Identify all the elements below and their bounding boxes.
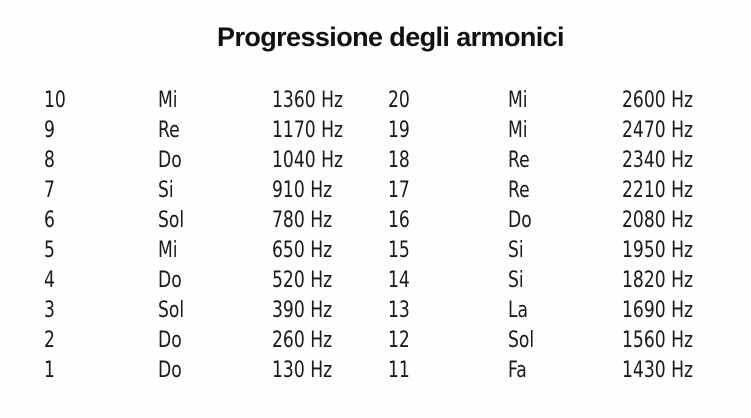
harmonic-frequency: 650 Hz [272,238,333,263]
harmonic-frequency: 1820 Hz [622,268,694,293]
harmonic-number: 19 [388,118,410,143]
harmonic-note: Mi [158,88,178,113]
harmonic-note: Re [508,178,530,203]
harmonic-number: 12 [388,328,410,353]
harmonic-frequency: 1690 Hz [622,298,694,323]
harmonic-number: 10 [44,88,66,113]
harmonic-frequency: 2080 Hz [622,208,694,233]
harmonic-note: Si [158,178,174,203]
harmonic-number: 8 [44,148,55,173]
harmonic-number: 13 [388,298,410,323]
harmonic-note: Si [508,268,524,293]
harmonic-frequency: 1360 Hz [272,88,344,113]
harmonic-number: 1 [44,358,55,383]
table-row: 3 Sol 390 Hz 13 La 1690 Hz [0,296,751,326]
harmonic-frequency: 260 Hz [272,328,333,353]
harmonic-note: Do [158,358,182,383]
harmonic-note: Do [158,268,182,293]
harmonic-frequency: 520 Hz [272,268,333,293]
harmonic-number: 4 [44,268,55,293]
harmonic-note: Do [158,328,182,353]
table-row: 1 Do 130 Hz 11 Fa 1430 Hz [0,356,751,386]
harmonic-frequency: 390 Hz [272,298,333,323]
table-row: 2 Do 260 Hz 12 Sol 1560 Hz [0,326,751,356]
harmonic-number: 14 [388,268,410,293]
harmonic-note: Fa [508,358,527,383]
table-row: 6 Sol 780 Hz 16 Do 2080 Hz [0,206,751,236]
harmonic-note: Si [508,238,524,263]
table-row: 9 Re 1170 Hz 19 Mi 2470 Hz [0,116,751,146]
harmonic-note: Sol [158,298,185,323]
harmonic-note: Mi [158,238,178,263]
harmonic-number: 6 [44,208,55,233]
harmonic-number: 15 [388,238,410,263]
harmonic-frequency: 1560 Hz [622,328,694,353]
harmonic-frequency: 910 Hz [272,178,333,203]
harmonic-number: 2 [44,328,55,353]
table-row: 5 Mi 650 Hz 15 Si 1950 Hz [0,236,751,266]
harmonic-note: Do [508,208,532,233]
harmonic-frequency: 1430 Hz [622,358,694,383]
harmonic-number: 3 [44,298,55,323]
harmonic-number: 17 [388,178,410,203]
harmonic-note: La [508,298,529,323]
harmonic-frequency: 780 Hz [272,208,333,233]
harmonic-frequency: 130 Hz [272,358,333,383]
harmonic-number: 18 [388,148,410,173]
harmonic-number: 7 [44,178,55,203]
harmonic-number: 9 [44,118,55,143]
harmonic-frequency: 2210 Hz [622,178,694,203]
harmonic-number: 5 [44,238,55,263]
harmonic-number: 20 [388,88,410,113]
harmonic-note: Re [158,118,180,143]
harmonic-number: 16 [388,208,410,233]
harmonic-note: Do [158,148,182,173]
harmonic-frequency: 2340 Hz [622,148,694,173]
page-title: Progressione degli armonici [217,22,565,52]
harmonic-note: Re [508,148,530,173]
harmonic-frequency: 1950 Hz [622,238,694,263]
harmonic-frequency: 1040 Hz [272,148,344,173]
harmonic-number: 11 [388,358,410,383]
harmonic-note: Sol [508,328,535,353]
harmonic-frequency: 2600 Hz [622,88,694,113]
harmonic-note: Mi [508,88,528,113]
harmonic-frequency: 1170 Hz [272,118,344,143]
table-row: 8 Do 1040 Hz 18 Re 2340 Hz [0,146,751,176]
harmonic-note: Sol [158,208,185,233]
table-row: 7 Si 910 Hz 17 Re 2210 Hz [0,176,751,206]
table-row: 10 Mi 1360 Hz 20 Mi 2600 Hz [0,86,751,116]
harmonic-note: Mi [508,118,528,143]
harmonic-frequency: 2470 Hz [622,118,694,143]
table-row: 4 Do 520 Hz 14 Si 1820 Hz [0,266,751,296]
